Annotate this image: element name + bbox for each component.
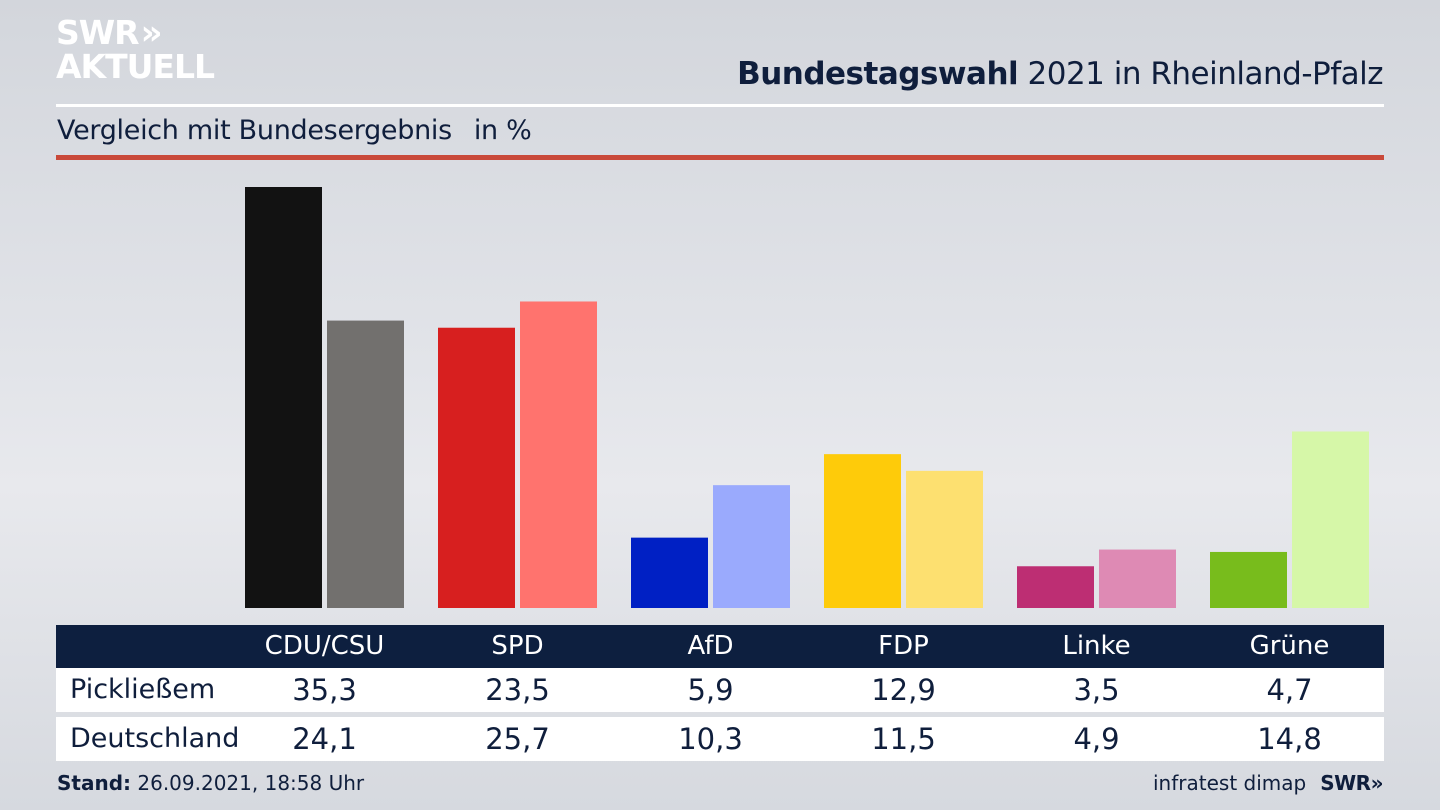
table-row: Pickließem 35,3 23,5 5,9 12,9 3,5 4,7 [56, 668, 1384, 712]
swr-aktuell-logo: SWR » AKTUELL [56, 13, 215, 86]
table-cell: 10,3 [678, 722, 743, 756]
table-row: Deutschland 24,1 25,7 10,3 11,5 4,9 14,8 [56, 717, 1384, 761]
bar-gr-ne-deutschland [1292, 431, 1369, 608]
bar-cdu-csu-deutschland [327, 320, 404, 608]
bar-afd-pickließem [631, 537, 708, 608]
column-header: CDU/CSU [264, 631, 385, 661]
bar-afd-deutschland [713, 485, 790, 608]
table-cell: 23,5 [485, 673, 550, 707]
subtitle-text: Vergleich mit Bundesergebnis [57, 115, 452, 146]
table-cell: 24,1 [292, 722, 357, 756]
title-rest: 2021 in Rheinland-Pfalz [1018, 56, 1384, 92]
table-cell: 4,9 [1073, 722, 1120, 756]
table-cell: 3,5 [1073, 673, 1120, 707]
stand-label: Stand: [57, 771, 132, 795]
table-header: CDU/CSU SPD AfD FDP Linke Grüne [56, 625, 1384, 668]
accent-divider [56, 155, 1384, 160]
bar-spd-pickließem [438, 327, 515, 608]
timestamp: Stand: 26.09.2021, 18:58 Uhr [57, 771, 364, 795]
column-header: Grüne [1249, 631, 1330, 661]
logo-aktuell-text: AKTUELL [56, 47, 215, 86]
unit-label: in % [473, 115, 532, 146]
bar-gr-ne-pickließem [1210, 551, 1287, 608]
logo-swr-text: SWR [56, 13, 140, 52]
table-cell: 25,7 [485, 722, 550, 756]
source-credit: infratest dimap SWR» [1153, 771, 1383, 795]
bar-cdu-csu-pickließem [245, 187, 322, 608]
column-header: SPD [491, 631, 544, 661]
page-title: Bundestagswahl 2021 in Rheinland-Pfalz [737, 56, 1383, 92]
table-cell: 14,8 [1257, 722, 1322, 756]
bar-fdp-deutschland [906, 470, 983, 608]
table-cell: 4,7 [1266, 673, 1313, 707]
row-label: Pickließem [70, 674, 216, 705]
column-header: FDP [878, 631, 929, 661]
header-divider [56, 104, 1384, 107]
column-header: AfD [687, 631, 734, 661]
row-label: Deutschland [70, 723, 240, 754]
table-cell: 5,9 [687, 673, 734, 707]
title-bold: Bundestagswahl [737, 56, 1019, 92]
bar-fdp-pickließem [824, 454, 901, 608]
stand-value: 26.09.2021, 18:58 Uhr [131, 771, 365, 795]
bar-linke-pickließem [1017, 566, 1094, 608]
results-table: CDU/CSU SPD AfD FDP Linke Grüne Pickließem 35… [56, 625, 1384, 761]
table-cell: 12,9 [871, 673, 936, 707]
swr-small-logo: SWR» [1320, 771, 1383, 795]
bar-spd-deutschland [520, 301, 597, 608]
bar-linke-deutschland [1099, 549, 1176, 608]
bar-chart [245, 187, 1369, 608]
table-cell: 11,5 [871, 722, 936, 756]
table-cell: 35,3 [292, 673, 357, 707]
chart-subtitle: Vergleich mit Bundesergebnis in % [57, 115, 532, 146]
column-header: Linke [1062, 631, 1131, 661]
source-text: infratest dimap [1153, 771, 1307, 795]
